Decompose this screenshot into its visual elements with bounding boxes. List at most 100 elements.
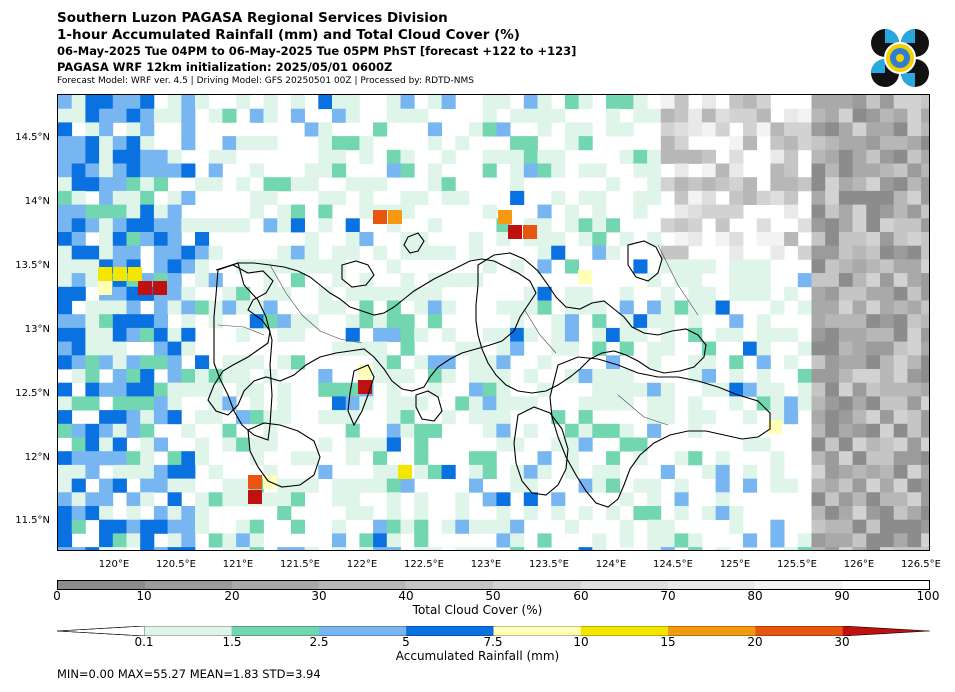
- grid-cell: [838, 245, 853, 260]
- grid-cell: [58, 163, 73, 178]
- grid-cell: [592, 300, 607, 315]
- grid-cell: [482, 492, 497, 507]
- grid-cell: [660, 259, 675, 274]
- grid-cell: [263, 492, 278, 507]
- grid-cell: [619, 492, 634, 507]
- grid-cell: [907, 108, 922, 123]
- grid-cell: [907, 314, 922, 329]
- grid-cell: [688, 122, 703, 137]
- grid-cell: [921, 149, 929, 164]
- rain-cell: [248, 490, 262, 504]
- grid-cell: [660, 410, 675, 425]
- grid-cell: [880, 314, 895, 329]
- grid-cell: [441, 190, 456, 205]
- grid-cell: [71, 506, 86, 521]
- grid-cell: [825, 273, 840, 288]
- grid-cell: [290, 355, 305, 370]
- grid-cell: [58, 478, 73, 493]
- grid-cell: [373, 327, 388, 342]
- grid-cell: [236, 519, 251, 534]
- grid-cell: [647, 314, 662, 329]
- grid-cell: [838, 273, 853, 288]
- rain-tick: 5: [402, 635, 410, 649]
- grid-cell: [359, 314, 374, 329]
- grid-cell: [893, 410, 908, 425]
- grid-cell: [893, 492, 908, 507]
- grid-cell: [140, 95, 155, 110]
- grid-cell: [770, 464, 785, 479]
- grid-cell: [729, 245, 744, 260]
- grid-cell: [880, 149, 895, 164]
- grid-cell: [249, 396, 264, 411]
- grid-cell: [880, 122, 895, 137]
- rain-color-segment: [580, 626, 669, 636]
- grid-cell: [85, 369, 100, 384]
- grid-cell: [263, 218, 278, 233]
- grid-cell: [85, 245, 100, 260]
- grid-cell: [756, 369, 771, 384]
- grid-cell: [126, 451, 141, 466]
- grid-cell: [222, 547, 237, 550]
- grid-cell: [112, 232, 127, 247]
- lon-label: 122°E: [346, 559, 378, 570]
- grid-cell: [304, 547, 319, 550]
- grid-cell: [606, 464, 621, 479]
- grid-cell: [880, 396, 895, 411]
- grid-cell: [537, 533, 552, 548]
- rain-cell: [248, 475, 262, 489]
- grid-cell: [332, 547, 347, 550]
- grid-cell: [441, 464, 456, 479]
- grid-cell: [181, 163, 196, 178]
- grid-cell: [373, 519, 388, 534]
- grid-cell: [195, 259, 210, 274]
- grid-cell: [921, 410, 929, 425]
- grid-cell: [208, 314, 223, 329]
- grid-cell: [99, 314, 114, 329]
- grid-cell: [455, 547, 470, 550]
- grid-cell: [811, 286, 826, 301]
- grid-cell: [304, 451, 319, 466]
- grid-cell: [852, 218, 867, 233]
- grid-cell: [797, 382, 812, 397]
- grid-cell: [852, 136, 867, 151]
- grid-cell: [523, 327, 538, 342]
- grid-cell: [811, 547, 826, 550]
- cloud-tick: 20: [224, 589, 240, 603]
- grid-cell: [825, 478, 840, 493]
- grid-cell: [907, 136, 922, 151]
- grid-cell: [537, 355, 552, 370]
- grid-cell: [58, 451, 73, 466]
- grid-cell: [811, 95, 826, 110]
- grid-cell: [359, 204, 374, 219]
- grid-cell: [866, 122, 881, 137]
- grid-cell: [496, 506, 511, 521]
- lon-label: 124°E: [595, 559, 627, 570]
- grid-cell: [58, 533, 73, 548]
- grid-cell: [797, 300, 812, 315]
- grid-cell: [236, 218, 251, 233]
- grid-cell: [537, 382, 552, 397]
- grid-cell: [236, 300, 251, 315]
- grid-cell: [880, 190, 895, 205]
- lon-label: 121°E: [222, 559, 254, 570]
- grid-cell: [633, 437, 648, 452]
- grid-cell: [167, 533, 182, 548]
- grid-cell: [866, 464, 881, 479]
- grid-cell: [99, 355, 114, 370]
- grid-cell: [674, 478, 689, 493]
- grid-cell: [838, 314, 853, 329]
- grid-cell: [619, 300, 634, 315]
- grid-cell: [400, 519, 415, 534]
- grid-cell: [838, 122, 853, 137]
- grid-cell: [715, 204, 730, 219]
- grid-cell: [318, 218, 333, 233]
- grid-cell: [743, 273, 758, 288]
- grid-cell: [606, 327, 621, 342]
- grid-cell: [153, 314, 168, 329]
- grid-cell: [756, 327, 771, 342]
- grid-cell: [58, 218, 73, 233]
- grid-cell: [304, 163, 319, 178]
- grid-cell: [332, 382, 347, 397]
- grid-cell: [578, 396, 593, 411]
- grid-cell: [290, 519, 305, 534]
